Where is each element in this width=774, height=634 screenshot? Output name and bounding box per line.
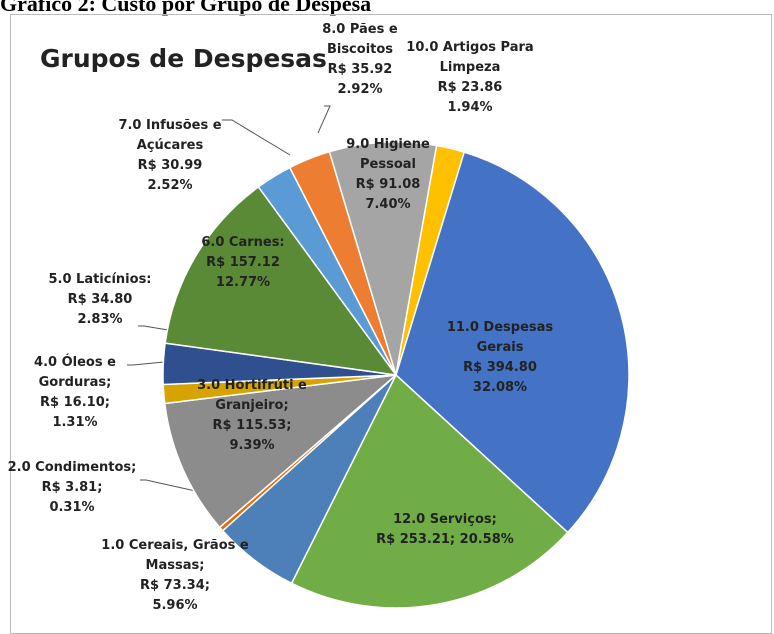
- value-label: R$ 35.92: [327, 62, 393, 77]
- chart-title: Grupos de Despesas: [40, 44, 327, 73]
- value-label: R$ 73.34;: [140, 578, 210, 593]
- category-label: 9.0 Higiene Pessoal: [346, 137, 430, 172]
- pie-slice: [395, 151, 630, 534]
- value-label: R$ 157.12: [206, 255, 280, 270]
- data-label: 2.0 Condimentos; R$ 3.81; 0.31%: [0, 458, 145, 518]
- leader-line: [127, 361, 165, 366]
- data-label: 8.0 Pães e Biscoitos R$ 35.92 2.92%: [315, 20, 405, 100]
- category-label: 2.0 Condimentos;: [7, 460, 137, 475]
- percent-label: 2.52%: [147, 178, 193, 193]
- percent-label: 20.58%: [459, 532, 514, 547]
- value-label: R$ 16.10;: [40, 395, 110, 410]
- data-label: 6.0 Carnes: R$ 157.12 12.77%: [188, 233, 298, 293]
- percent-label: 2.92%: [337, 82, 383, 97]
- percent-label: 32.08%: [472, 380, 528, 395]
- category-label: 8.0 Pães e Biscoitos: [322, 22, 398, 57]
- category-label: 4.0 Óleos e Gorduras;: [34, 355, 116, 390]
- data-label: 4.0 Óleos e Gorduras; R$ 16.10; 1.31%: [25, 353, 125, 433]
- pie-slice: [163, 373, 399, 529]
- value-label: R$ 30.99: [137, 158, 203, 173]
- data-label: 5.0 Laticínios: R$ 34.80 2.83%: [38, 270, 163, 330]
- percent-label: 12.77%: [215, 275, 271, 290]
- value-label: R$ 34.80: [67, 292, 133, 307]
- pie-slice: [290, 373, 569, 609]
- value-label: R$ 91.08: [355, 177, 421, 192]
- value-label: R$ 115.53;: [212, 418, 292, 433]
- data-label: 9.0 Higiene Pessoal R$ 91.08 7.40%: [343, 135, 433, 215]
- pie-slice: [164, 185, 398, 376]
- data-label: 12.0 Serviços; R$ 253.21; 20.58%: [365, 510, 525, 550]
- leader-line: [317, 105, 331, 134]
- category-label: 7.0 Infusões e Açúcares: [118, 118, 222, 153]
- percent-label: 1.31%: [52, 415, 98, 430]
- leader-line: [222, 119, 291, 156]
- percent-label: 7.40%: [365, 197, 411, 212]
- category-label: 10.0 Artigos Para Limpeza: [406, 40, 534, 75]
- percent-label: 2.83%: [77, 312, 123, 327]
- category-label: 6.0 Carnes:: [201, 235, 285, 250]
- percent-label: 5.96%: [152, 598, 198, 613]
- percent-label: 1.94%: [447, 100, 493, 115]
- percent-label: 0.31%: [49, 500, 95, 515]
- value-label: R$ 253.21;: [376, 532, 456, 547]
- data-label: 7.0 Infusões e Açúcares R$ 30.99 2.52%: [105, 116, 235, 196]
- category-label: 5.0 Laticínios:: [48, 272, 152, 287]
- header: Gráfico 2: Custo por Grupo de Despesa: [0, 0, 372, 16]
- value-label: R$ 3.81;: [41, 480, 103, 495]
- data-label: 11.0 Despesas Gerais R$ 394.80 32.08%: [440, 318, 560, 398]
- data-label: 10.0 Artigos Para Limpeza R$ 23.86 1.94%: [403, 38, 538, 118]
- category-label: 3.0 Hortifrúti e Granjeiro;: [197, 378, 307, 413]
- data-label: 1.0 Cereais, Grãos e Massas; R$ 73.34; 5.9…: [93, 536, 258, 616]
- percent-label: 9.39%: [229, 438, 275, 453]
- data-label: 3.0 Hortifrúti e Granjeiro; R$ 115.53; 9.3…: [182, 376, 322, 456]
- category-label: 12.0 Serviços;: [393, 512, 497, 527]
- category-label: 1.0 Cereais, Grãos e Massas;: [101, 538, 249, 573]
- value-label: R$ 394.80: [463, 360, 537, 375]
- value-label: R$ 23.86: [437, 80, 503, 95]
- pie-slice: [328, 141, 438, 376]
- category-label: 11.0 Despesas Gerais: [446, 320, 554, 355]
- leader-line: [138, 325, 169, 331]
